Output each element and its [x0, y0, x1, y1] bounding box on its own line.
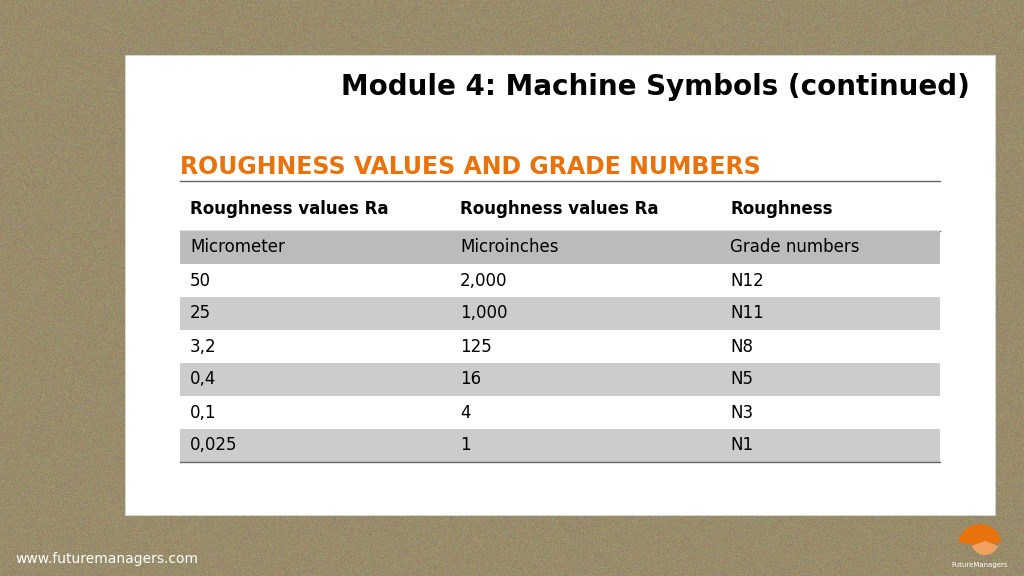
Text: 0,1: 0,1: [190, 404, 216, 422]
Text: 16: 16: [460, 370, 481, 388]
Text: 1,000: 1,000: [460, 305, 508, 323]
Text: Roughness: Roughness: [730, 199, 833, 218]
Text: Grade numbers: Grade numbers: [730, 238, 859, 256]
Text: 0,025: 0,025: [190, 437, 238, 454]
Text: N3: N3: [730, 404, 753, 422]
Text: N8: N8: [730, 338, 753, 355]
Text: Micrometer: Micrometer: [190, 238, 285, 256]
Wedge shape: [972, 541, 998, 555]
Text: Microinches: Microinches: [460, 238, 558, 256]
Bar: [180, 429, 940, 462]
Text: N11: N11: [730, 305, 764, 323]
Text: www.futuremanagers.com: www.futuremanagers.com: [15, 552, 198, 566]
Text: N5: N5: [730, 370, 753, 388]
Text: Roughness values Ra: Roughness values Ra: [190, 199, 388, 218]
Text: FutureManagers: FutureManagers: [951, 562, 1009, 568]
Text: 0,4: 0,4: [190, 370, 216, 388]
Text: 125: 125: [460, 338, 492, 355]
Text: Roughness values Ra: Roughness values Ra: [460, 199, 658, 218]
Text: Module 4: Machine Symbols (continued): Module 4: Machine Symbols (continued): [341, 73, 970, 101]
Text: 25: 25: [190, 305, 211, 323]
Bar: [180, 231, 940, 264]
Text: ROUGHNESS VALUES AND GRADE NUMBERS: ROUGHNESS VALUES AND GRADE NUMBERS: [180, 155, 761, 179]
Text: 3,2: 3,2: [190, 338, 217, 355]
Bar: [125, 55, 995, 515]
Text: N1: N1: [730, 437, 753, 454]
Text: 4: 4: [460, 404, 470, 422]
Text: 1: 1: [460, 437, 471, 454]
Wedge shape: [958, 524, 1001, 546]
Text: 2,000: 2,000: [460, 271, 508, 290]
Bar: [180, 297, 940, 330]
Text: 50: 50: [190, 271, 211, 290]
Bar: [180, 363, 940, 396]
Text: N12: N12: [730, 271, 764, 290]
